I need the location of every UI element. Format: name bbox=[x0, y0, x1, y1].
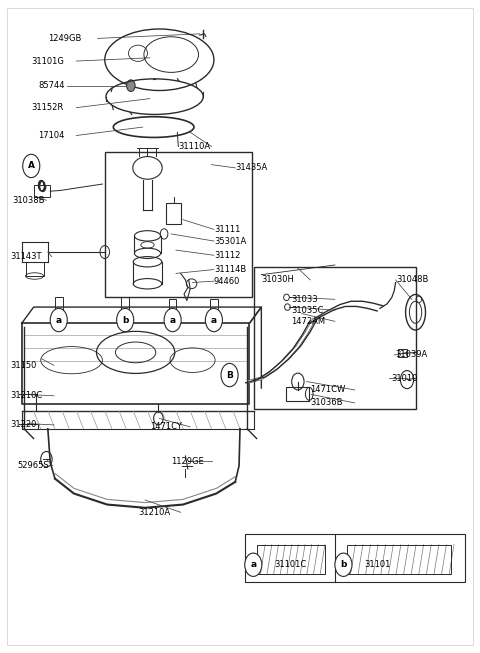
Text: 31036B: 31036B bbox=[310, 398, 343, 407]
Circle shape bbox=[335, 553, 352, 577]
Circle shape bbox=[117, 308, 134, 332]
Text: a: a bbox=[56, 315, 62, 325]
Circle shape bbox=[245, 553, 262, 577]
Text: a: a bbox=[169, 315, 176, 325]
Text: 31143T: 31143T bbox=[10, 252, 41, 261]
Text: a: a bbox=[250, 560, 256, 569]
Bar bbox=[55, 297, 62, 310]
Bar bbox=[287, 387, 309, 401]
Bar bbox=[105, 151, 252, 297]
Text: 31114B: 31114B bbox=[214, 265, 246, 274]
Text: 31030H: 31030H bbox=[261, 276, 294, 285]
Text: 1472AM: 1472AM bbox=[291, 317, 325, 326]
Text: 31210C: 31210C bbox=[10, 391, 42, 400]
Text: b: b bbox=[340, 560, 347, 569]
Text: 31033: 31033 bbox=[291, 295, 318, 304]
Text: 1471CW: 1471CW bbox=[310, 385, 346, 394]
Text: 1249GB: 1249GB bbox=[48, 34, 81, 43]
Text: 31111: 31111 bbox=[214, 225, 240, 234]
Bar bbox=[245, 534, 466, 582]
Text: 1471CY: 1471CY bbox=[150, 422, 182, 432]
Text: 31210A: 31210A bbox=[138, 508, 170, 517]
Text: 31035C: 31035C bbox=[291, 306, 324, 315]
Text: 31220: 31220 bbox=[10, 421, 36, 430]
Text: 31150: 31150 bbox=[10, 361, 36, 370]
Text: 31101G: 31101G bbox=[31, 57, 64, 65]
Text: 31112: 31112 bbox=[214, 251, 240, 260]
Text: a: a bbox=[211, 315, 217, 325]
Bar bbox=[398, 349, 407, 357]
Bar bbox=[167, 204, 180, 224]
Bar bbox=[121, 297, 129, 310]
Text: 31152R: 31152R bbox=[31, 103, 63, 112]
Text: A: A bbox=[28, 161, 35, 170]
Bar bbox=[254, 267, 416, 409]
Text: 31010: 31010 bbox=[391, 374, 417, 383]
Bar bbox=[25, 262, 44, 276]
Circle shape bbox=[221, 364, 238, 387]
Text: 94460: 94460 bbox=[214, 277, 240, 285]
Text: 17104: 17104 bbox=[38, 131, 65, 140]
Bar bbox=[169, 298, 177, 311]
Text: 31039A: 31039A bbox=[396, 351, 428, 360]
Text: 85744: 85744 bbox=[38, 81, 65, 90]
Bar bbox=[210, 298, 218, 311]
Circle shape bbox=[127, 80, 135, 91]
Text: 52965S: 52965S bbox=[17, 461, 48, 470]
Bar bbox=[347, 545, 451, 574]
Bar bbox=[34, 185, 50, 197]
Text: 1129GE: 1129GE bbox=[171, 456, 204, 466]
Text: B: B bbox=[226, 370, 233, 379]
Circle shape bbox=[164, 308, 181, 332]
Bar bbox=[257, 545, 325, 574]
Circle shape bbox=[205, 308, 222, 332]
Text: 35301A: 35301A bbox=[214, 236, 246, 246]
Text: 31435A: 31435A bbox=[235, 163, 267, 172]
Text: b: b bbox=[122, 315, 128, 325]
Text: 31110A: 31110A bbox=[179, 142, 210, 151]
Text: 31038B: 31038B bbox=[12, 196, 45, 205]
Text: 31101C: 31101C bbox=[274, 560, 306, 569]
Text: 31101: 31101 bbox=[364, 560, 391, 569]
Circle shape bbox=[50, 308, 67, 332]
Text: 31048B: 31048B bbox=[396, 276, 429, 285]
Circle shape bbox=[23, 154, 40, 178]
